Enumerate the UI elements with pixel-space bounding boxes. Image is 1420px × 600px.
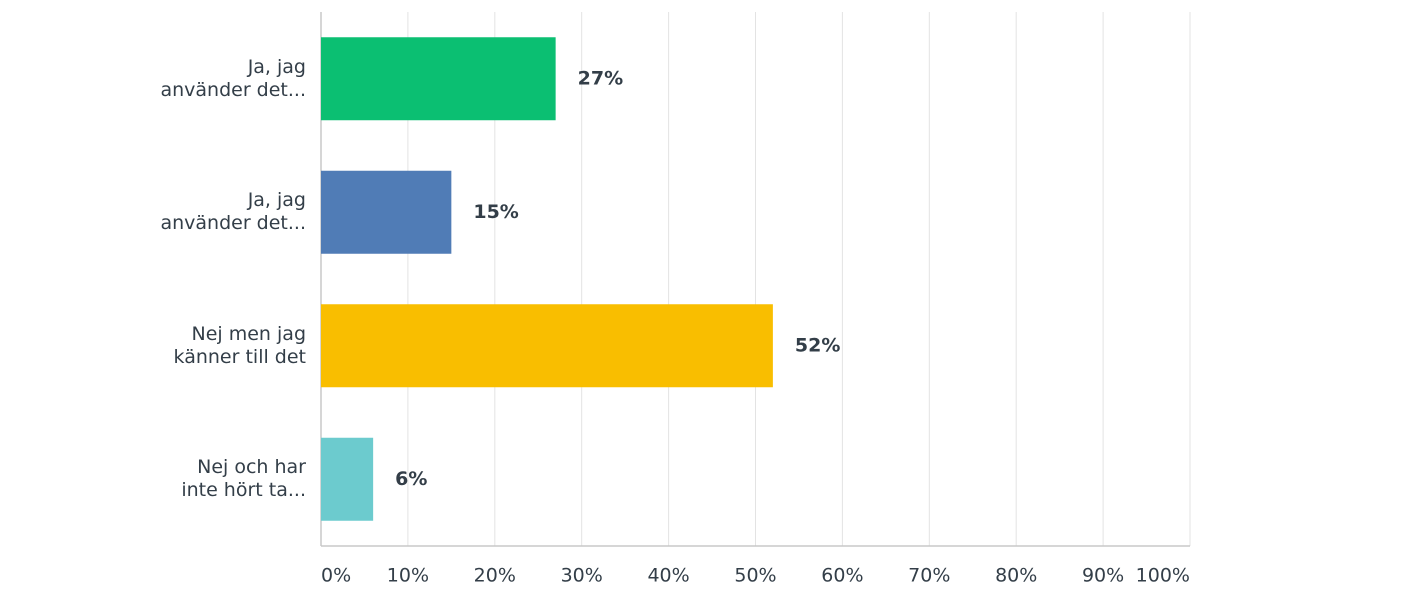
- bar: [321, 437, 374, 521]
- bar: [321, 304, 773, 388]
- y-tick-label: Ja, jag använder det...: [160, 189, 306, 235]
- y-tick-label: Nej och har inte hört ta...: [181, 456, 306, 502]
- value-label: 52%: [795, 334, 840, 356]
- value-label: 6%: [395, 468, 427, 490]
- x-tick-label: 80%: [995, 565, 1037, 587]
- x-tick-label: 30%: [561, 565, 603, 587]
- x-tick-label: 0%: [321, 565, 351, 587]
- y-tick-label: Ja, jag använder det...: [160, 55, 306, 101]
- x-tick-label: 40%: [647, 565, 689, 587]
- x-tick-label: 70%: [908, 565, 950, 587]
- y-tick-label: Nej men jag känner till det: [173, 322, 306, 368]
- x-tick-label: 50%: [734, 565, 776, 587]
- x-tick-label: 60%: [821, 565, 863, 587]
- x-tick-label: 20%: [474, 565, 516, 587]
- value-label: 27%: [578, 67, 623, 89]
- x-tick-label: 100%: [1136, 565, 1190, 587]
- x-tick-label: 10%: [387, 565, 429, 587]
- value-label: 15%: [473, 201, 518, 223]
- bar: [321, 170, 452, 254]
- x-tick-label: 90%: [1082, 565, 1124, 587]
- bar: [321, 37, 556, 121]
